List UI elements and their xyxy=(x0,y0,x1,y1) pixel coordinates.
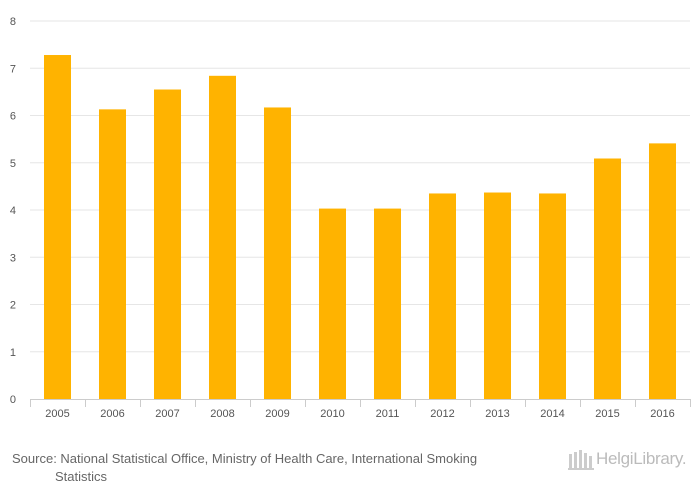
bar-2006 xyxy=(99,109,126,400)
bar-2007 xyxy=(154,89,181,399)
y-tick-label: 2 xyxy=(10,300,16,312)
x-tick-label: 2014 xyxy=(540,408,564,420)
helgilibrary-logo: HelgiLibrary. xyxy=(568,448,692,472)
bar-2011 xyxy=(374,208,401,399)
y-tick-label: 0 xyxy=(10,394,16,406)
x-tick-label: 2008 xyxy=(210,408,234,420)
brand-name: HelgiLibrary. xyxy=(596,449,687,468)
x-tick-label: 2015 xyxy=(595,408,619,420)
bar-2013 xyxy=(484,192,511,399)
source-text-line1: Source: National Statistical Office, Min… xyxy=(12,451,478,466)
x-tick-label: 2009 xyxy=(265,408,289,420)
source-text-line2: Statistics xyxy=(55,469,108,484)
bar-2005 xyxy=(44,55,71,400)
y-tick-label: 1 xyxy=(10,347,16,359)
bar-2014 xyxy=(539,193,566,399)
library-building-icon xyxy=(568,450,594,470)
source-note: Source: National Statistical Office, Min… xyxy=(12,450,552,486)
bar-2010 xyxy=(319,208,346,399)
x-axis-ticks: 2005 2006 2007 2008 2009 2010 2011 2012 2013 2014… xyxy=(45,408,674,420)
x-tick-label: 2005 xyxy=(45,408,69,420)
y-tick-label: 8 xyxy=(10,16,16,28)
y-axis-ticks: 0 1 2 3 4 5 6 7 8 xyxy=(10,16,16,406)
y-tick-label: 5 xyxy=(10,158,16,170)
bar-2015 xyxy=(594,158,621,399)
y-tick-label: 3 xyxy=(10,252,16,264)
y-tick-label: 6 xyxy=(10,111,16,123)
bars xyxy=(44,55,676,400)
y-tick-label: 7 xyxy=(10,63,16,75)
x-tick-label: 2006 xyxy=(100,408,124,420)
x-tick-label: 2012 xyxy=(430,408,454,420)
gridlines xyxy=(30,20,690,353)
bar-2016 xyxy=(649,143,676,399)
x-tick-label: 2007 xyxy=(155,408,179,420)
y-tick-label: 4 xyxy=(10,205,16,217)
bar-2012 xyxy=(429,193,456,399)
x-axis xyxy=(30,399,691,407)
bar-2008 xyxy=(209,75,236,399)
x-tick-label: 2016 xyxy=(650,408,674,420)
x-tick-label: 2011 xyxy=(376,408,400,420)
x-tick-label: 2010 xyxy=(320,408,344,420)
x-tick-label: 2013 xyxy=(485,408,509,420)
bar-2009 xyxy=(264,107,291,399)
